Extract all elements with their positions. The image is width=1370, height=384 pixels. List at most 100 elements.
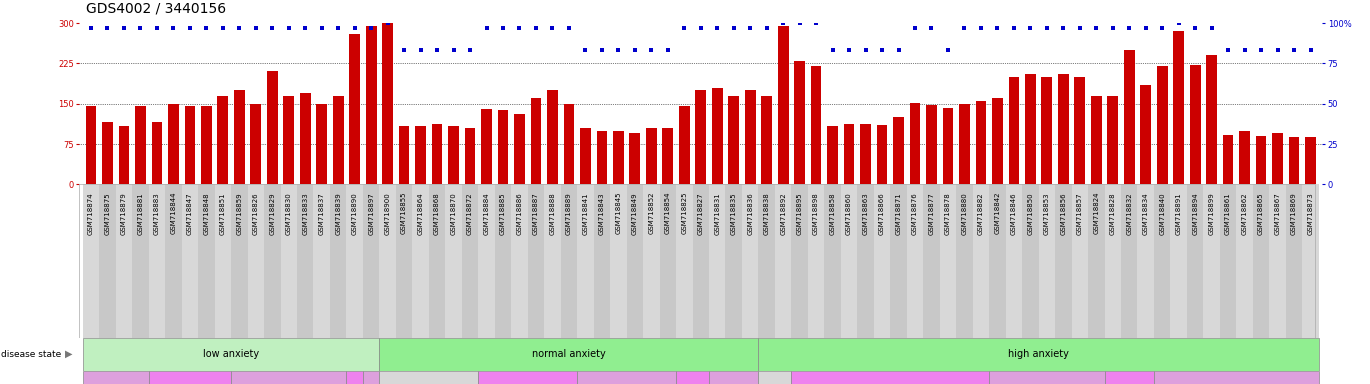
Bar — [593, 184, 610, 338]
Bar — [544, 184, 560, 338]
Bar — [185, 106, 196, 184]
Point — [163, 25, 185, 31]
Text: high anxiety: high anxiety — [1008, 349, 1069, 359]
Text: GSM718889: GSM718889 — [566, 192, 571, 235]
Bar — [1140, 85, 1151, 184]
Bar — [825, 184, 841, 338]
Text: GSM718839: GSM718839 — [336, 192, 341, 235]
Point — [723, 25, 745, 31]
Text: GSM718866: GSM718866 — [880, 192, 885, 235]
Text: disease state: disease state — [1, 350, 62, 359]
Text: GSM718862: GSM718862 — [1241, 192, 1248, 235]
Point — [410, 47, 432, 53]
Bar — [1303, 184, 1319, 338]
Point — [1052, 25, 1074, 31]
Bar — [1025, 74, 1036, 184]
Bar — [729, 96, 738, 184]
Bar — [1041, 77, 1052, 184]
Bar — [1074, 77, 1085, 184]
Point — [806, 20, 827, 26]
Bar — [610, 184, 626, 338]
Bar — [808, 184, 825, 338]
Point — [707, 25, 729, 31]
Bar — [992, 98, 1003, 184]
Point — [1003, 25, 1025, 31]
Bar — [333, 96, 344, 184]
Point — [1101, 25, 1123, 31]
Bar — [612, 131, 623, 184]
Bar — [347, 371, 363, 384]
Bar — [99, 184, 115, 338]
Point — [475, 25, 497, 31]
Bar — [1058, 74, 1069, 184]
Bar — [86, 106, 96, 184]
Bar — [132, 184, 149, 338]
Bar — [1206, 55, 1217, 184]
Text: GSM718870: GSM718870 — [451, 192, 456, 235]
Bar — [563, 104, 574, 184]
Point — [112, 25, 134, 31]
Bar — [710, 184, 726, 338]
Text: GSM718844: GSM718844 — [170, 192, 177, 235]
Text: GSM718830: GSM718830 — [286, 192, 292, 235]
Bar — [527, 184, 544, 338]
Bar — [890, 184, 907, 338]
Point — [1233, 47, 1255, 53]
Bar — [959, 104, 970, 184]
Bar — [1189, 65, 1200, 184]
Text: GSM718831: GSM718831 — [714, 192, 721, 235]
Point — [229, 25, 251, 31]
Bar — [347, 184, 363, 338]
Point — [492, 25, 514, 31]
Text: GSM718890: GSM718890 — [352, 192, 358, 235]
Bar — [495, 184, 511, 338]
Point — [1036, 25, 1058, 31]
Text: GSM718837: GSM718837 — [319, 192, 325, 235]
Point — [921, 25, 943, 31]
Text: GSM718878: GSM718878 — [945, 192, 951, 235]
Text: GSM718852: GSM718852 — [648, 192, 655, 235]
Bar — [923, 184, 940, 338]
Bar — [659, 184, 675, 338]
Point — [937, 47, 959, 53]
Bar — [1088, 184, 1104, 338]
Bar — [136, 106, 145, 184]
Point — [590, 47, 612, 53]
Bar — [115, 184, 132, 338]
Bar — [1123, 50, 1134, 184]
Text: GSM718853: GSM718853 — [1044, 192, 1049, 235]
Bar — [1306, 137, 1315, 184]
Point — [1085, 25, 1107, 31]
Point — [1134, 25, 1156, 31]
Point — [344, 25, 366, 31]
Point — [656, 47, 678, 53]
Point — [1217, 47, 1238, 53]
Bar — [926, 105, 937, 184]
Bar — [267, 71, 278, 184]
Point — [278, 25, 300, 31]
Bar — [478, 184, 495, 338]
Point — [773, 20, 795, 26]
Bar — [1006, 184, 1022, 338]
Text: GSM718876: GSM718876 — [912, 192, 918, 235]
Text: GSM718845: GSM718845 — [615, 192, 622, 235]
Bar — [1107, 96, 1118, 184]
Text: GSM718846: GSM718846 — [1011, 192, 1017, 235]
Point — [525, 25, 547, 31]
Text: GSM718895: GSM718895 — [796, 192, 803, 235]
Bar — [497, 110, 508, 184]
Bar — [201, 106, 212, 184]
Bar — [412, 184, 429, 338]
Bar — [643, 184, 659, 338]
Bar — [281, 184, 297, 338]
Bar — [547, 90, 558, 184]
Bar — [363, 184, 379, 338]
Point — [574, 47, 596, 53]
Bar — [692, 184, 710, 338]
Bar — [743, 184, 759, 338]
Bar — [675, 371, 710, 384]
Bar — [841, 184, 858, 338]
Point — [756, 25, 778, 31]
Bar — [511, 184, 527, 338]
Text: GSM718888: GSM718888 — [549, 192, 555, 235]
